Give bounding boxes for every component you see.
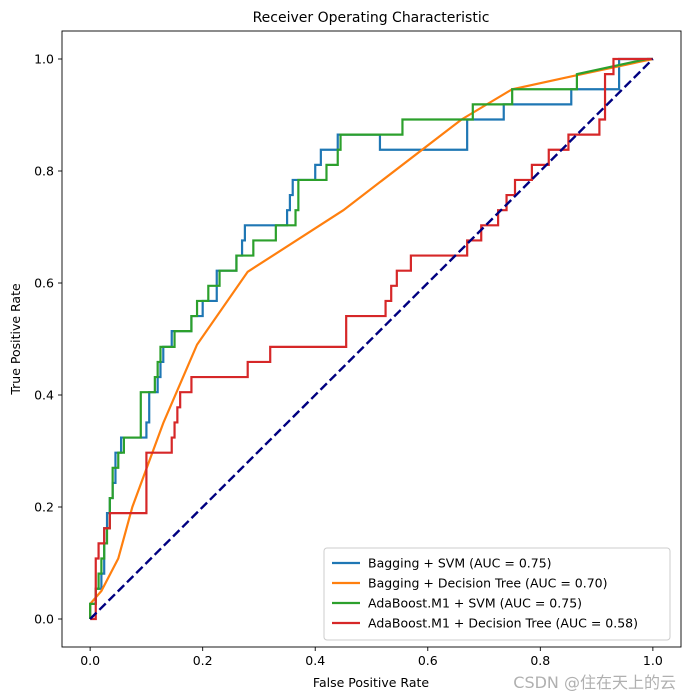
x-tick-label: 0.0 (80, 653, 100, 668)
y-tick-label: 0.0 (34, 612, 54, 627)
legend-label-3: AdaBoost.M1 + SVM (AUC = 0.75) (368, 596, 582, 611)
x-tick-label: 0.2 (193, 653, 213, 668)
watermark: CSDN @住在天上的云 (513, 673, 676, 692)
legend-label-1: Bagging + SVM (AUC = 0.75) (368, 556, 552, 571)
series-line-3 (89, 57, 653, 619)
y-tick-label: 0.4 (34, 388, 54, 403)
y-tick-label: 0.8 (34, 164, 54, 179)
x-tick-label: 0.6 (418, 653, 438, 668)
y-tick-label: 0.6 (34, 276, 54, 291)
legend-frame (323, 547, 671, 641)
plot-area (61, 30, 682, 648)
x-tick-label: 1.0 (643, 653, 663, 668)
x-axis-label: False Positive Rate (313, 675, 429, 690)
y-axis-ticks: 0.0 0.2 0.4 0.6 0.8 1.0 (34, 52, 62, 627)
x-tick-label: 0.4 (305, 653, 325, 668)
x-axis-ticks: 0.0 0.2 0.4 0.6 0.8 1.0 (80, 647, 663, 668)
chart-title: Receiver Operating Characteristic (253, 10, 490, 26)
y-tick-label: 0.2 (34, 500, 54, 515)
series-line-4 (90, 57, 653, 621)
axes-frame (61, 30, 682, 648)
y-axis-label: True Positive Rate (8, 283, 23, 396)
series-layer (89, 57, 654, 621)
legend-label-2: Bagging + Decision Tree (AUC = 0.70) (368, 576, 608, 591)
legend: Bagging + SVM (AUC = 0.75) Bagging + Deci… (323, 547, 671, 641)
chance-diagonal (89, 58, 654, 620)
y-tick-label: 1.0 (34, 52, 54, 67)
legend-label-4: AdaBoost.M1 + Decision Tree (AUC = 0.58) (368, 616, 638, 631)
x-tick-label: 0.8 (530, 653, 550, 668)
